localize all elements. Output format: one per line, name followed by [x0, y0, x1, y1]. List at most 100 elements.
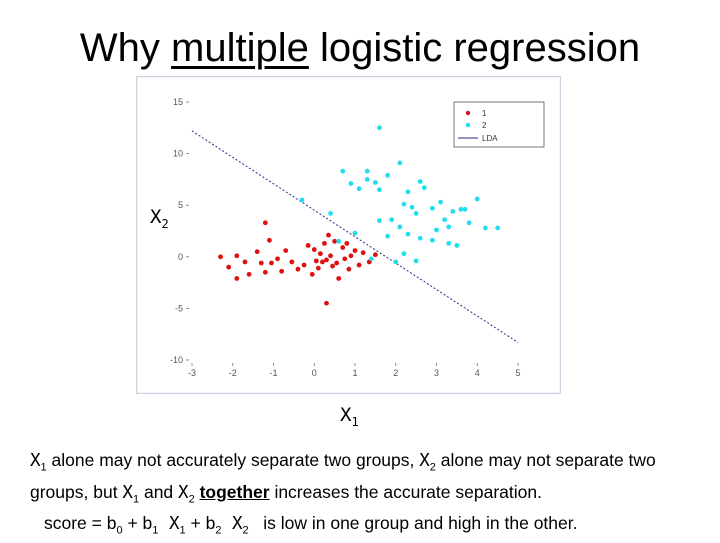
l2-and: and	[139, 481, 179, 502]
point-series-1	[320, 259, 325, 265]
point-series-1	[332, 238, 338, 244]
formula-x2: X	[221, 514, 243, 534]
legend-marker-series-2	[465, 122, 471, 128]
formula-x1: X	[158, 514, 180, 534]
point-series-1	[340, 245, 346, 250]
points-group	[218, 125, 501, 306]
y-tick-label: 0	[178, 252, 183, 262]
x1-label-main: X	[340, 404, 352, 426]
lda-line-group	[191, 130, 519, 343]
point-series-2	[466, 220, 472, 226]
formula-plus-b2: + b	[185, 513, 216, 533]
x-tick-label: 2	[393, 368, 398, 378]
point-series-1	[234, 253, 240, 259]
point-series-1	[309, 271, 315, 277]
title-prefix: Why	[79, 26, 172, 70]
legend-label-series-1: 1	[482, 109, 487, 118]
point-series-2	[438, 199, 443, 205]
point-series-1	[356, 262, 362, 268]
point-series-1	[242, 259, 248, 265]
point-series-2	[364, 177, 370, 182]
point-series-1	[326, 232, 331, 238]
l1-x1-sub: 1	[40, 461, 47, 474]
point-series-2	[299, 197, 305, 203]
y-tick-label: 15	[173, 97, 183, 107]
point-series-2	[421, 185, 427, 191]
point-series-2	[348, 181, 354, 186]
point-series-1	[258, 260, 264, 266]
point-series-1	[269, 260, 274, 266]
l2-x2: X	[178, 482, 189, 503]
legend-label-series-2: 2	[482, 121, 487, 130]
point-series-1	[372, 252, 378, 258]
point-series-2	[328, 211, 333, 216]
point-series-2	[434, 227, 439, 233]
point-series-2	[377, 218, 382, 224]
point-series-1	[279, 268, 285, 274]
x1-axis-label: X1	[340, 404, 359, 429]
point-series-2	[417, 235, 423, 241]
point-series-1	[305, 243, 311, 248]
y-tick-label: 10	[173, 149, 183, 159]
point-series-2	[446, 240, 452, 246]
x2-label-main: X	[150, 206, 162, 228]
formula-text-b: is low in one group and high in the othe…	[248, 513, 578, 533]
point-series-2	[340, 168, 346, 174]
l2-x1-sub: 1	[132, 493, 140, 505]
point-series-1	[344, 240, 350, 246]
point-series-1	[262, 269, 268, 275]
x-tick-label: -1	[269, 368, 277, 378]
l1-text-b: alone may not separate two	[435, 450, 656, 470]
point-series-2	[397, 224, 403, 230]
l2-text-b: increases the accurate separation.	[269, 481, 542, 502]
point-series-2	[401, 251, 407, 257]
point-series-2	[352, 230, 358, 236]
point-series-1	[289, 259, 295, 265]
point-series-2	[483, 225, 488, 231]
point-series-2	[442, 217, 448, 223]
l2-emphasis-together: together	[199, 481, 270, 502]
lda-line	[191, 130, 519, 343]
point-series-1	[336, 276, 342, 281]
x-tick-label: 1	[352, 368, 357, 378]
formula-b1-sub: 1	[152, 524, 159, 537]
formula-b2-sub: 2	[215, 524, 222, 537]
point-series-2	[356, 186, 362, 192]
point-series-1	[348, 253, 354, 259]
legend-label-lda: LDA	[482, 134, 498, 143]
legend: 1 2 LDA	[453, 101, 545, 148]
title-emphasis: multiple	[171, 26, 309, 70]
point-series-2	[413, 258, 419, 264]
point-series-1	[342, 256, 348, 262]
point-series-2	[474, 196, 480, 202]
point-series-1	[334, 260, 340, 266]
point-series-2	[364, 168, 370, 174]
point-series-1	[322, 240, 327, 246]
point-series-2	[389, 217, 395, 223]
point-series-2	[409, 204, 415, 210]
point-series-1	[360, 250, 366, 256]
formula-x2-sub: 2	[242, 524, 249, 537]
point-series-1	[295, 266, 301, 272]
point-series-1	[226, 264, 232, 270]
point-series-1	[328, 253, 333, 259]
point-series-1	[352, 248, 358, 254]
point-series-1	[267, 237, 272, 243]
x2-axis-label: X2	[150, 206, 169, 231]
point-series-1	[324, 300, 329, 306]
x-tick-label: -2	[229, 368, 237, 378]
l2-x2-sub: 2	[188, 493, 195, 505]
point-series-2	[430, 237, 435, 243]
point-series-1	[346, 266, 352, 272]
score-formula-line: score = b0 + b1 X1 + b2 X2 is low in one…	[30, 511, 710, 543]
point-series-1	[311, 247, 317, 252]
point-series-2	[385, 172, 390, 178]
point-series-1	[315, 265, 321, 271]
point-series-2	[417, 179, 423, 184]
l1-text-a: alone may not accurately separate two gr…	[46, 450, 420, 470]
x-tick-label: 3	[434, 368, 439, 378]
point-series-2	[450, 208, 456, 214]
x-tick-label: -3	[188, 368, 196, 378]
point-series-2	[377, 125, 382, 131]
